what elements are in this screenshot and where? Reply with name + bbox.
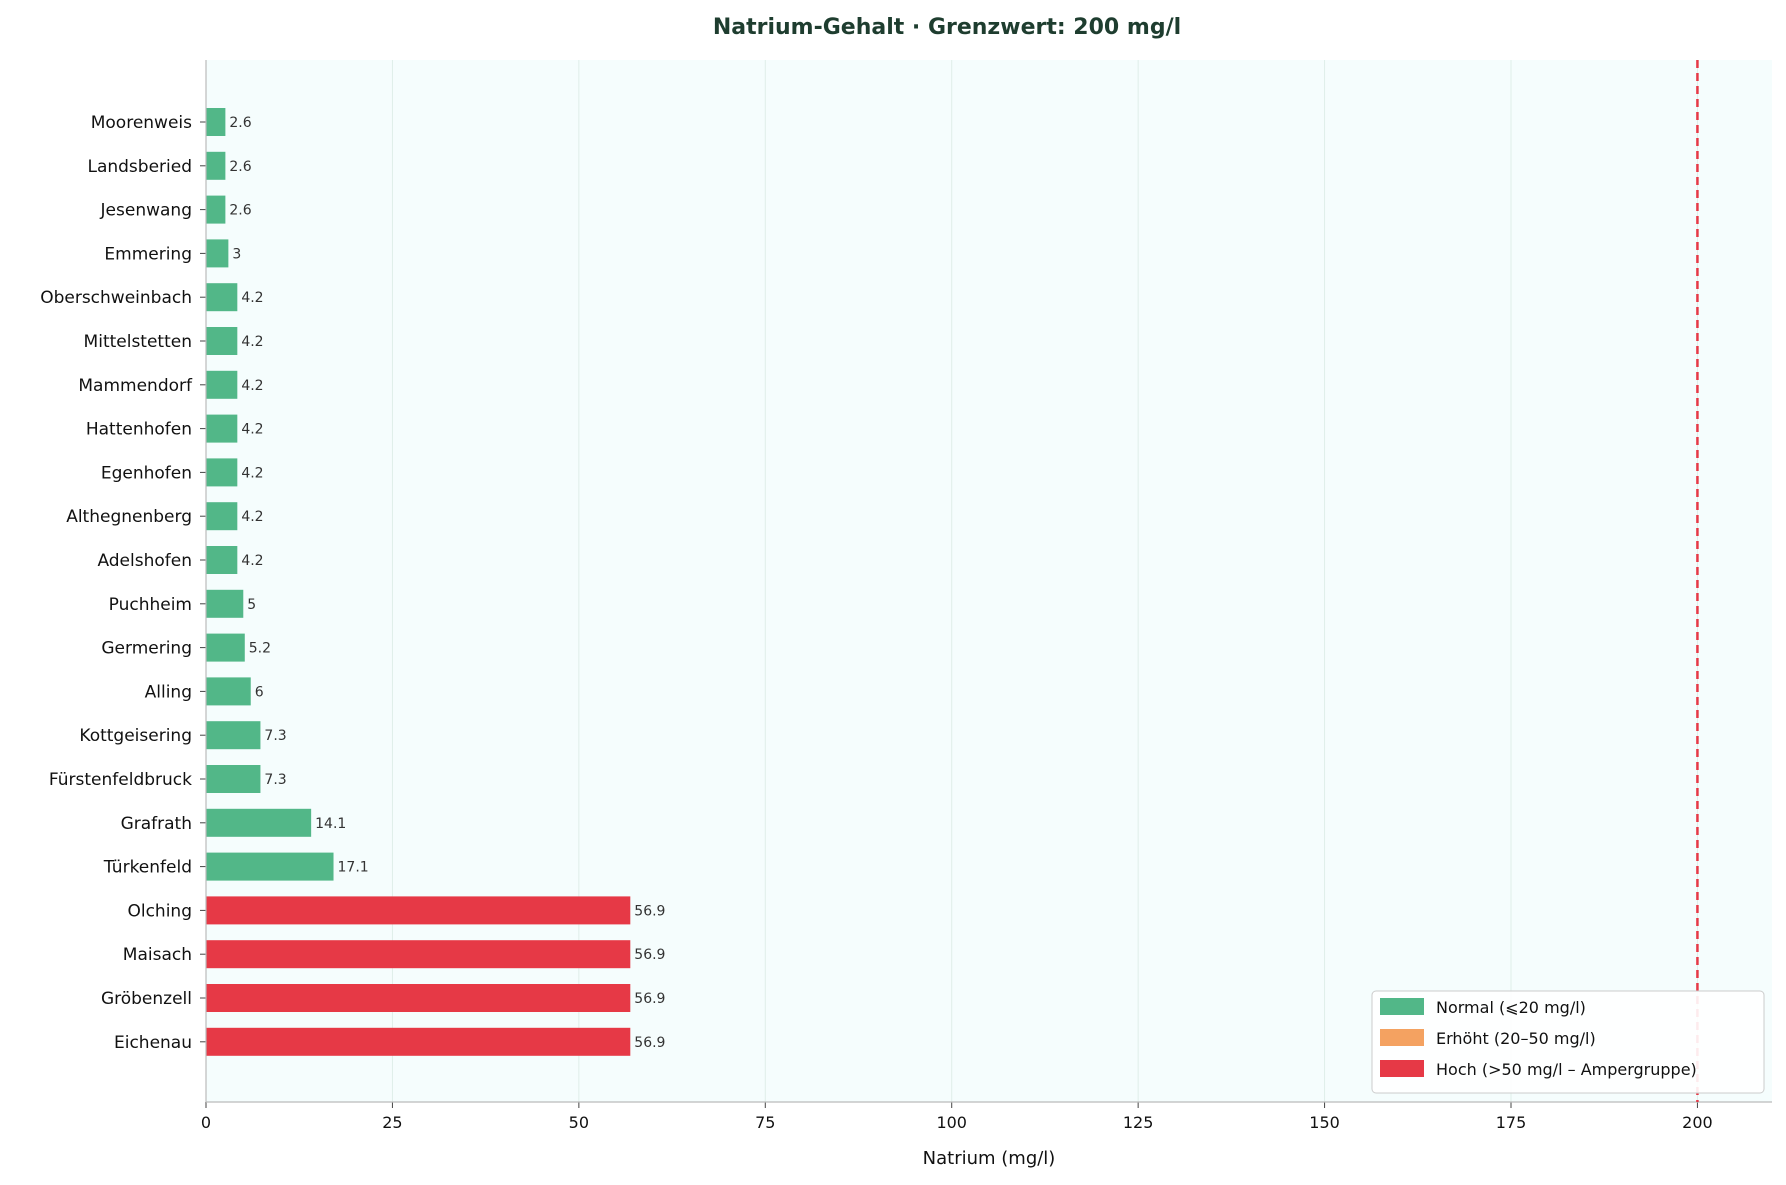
bar-value-label: 17.1 <box>338 860 369 876</box>
category-label: Eichenau <box>114 1033 192 1053</box>
bar <box>206 633 245 662</box>
bar <box>206 896 631 925</box>
x-tick-label: 25 <box>382 1113 402 1132</box>
bar <box>206 283 238 312</box>
bar-value-label: 56.9 <box>634 991 665 1007</box>
bar-value-label: 4.2 <box>241 465 263 481</box>
category-label: Fürstenfeldbruck <box>49 770 192 790</box>
bar <box>206 151 226 180</box>
legend: Normal (⩽20 mg/l) Erhöht (20–50 mg/l) Hoch… <box>1371 990 1765 1094</box>
legend-label-hoch: Hoch (>50 mg/l – Ampergruppe) <box>1436 1060 1697 1079</box>
bar <box>206 458 238 487</box>
bar-value-label: 4.2 <box>241 290 263 306</box>
bar <box>206 239 229 268</box>
x-tick-label: 125 <box>1123 1113 1154 1132</box>
legend-label-normal: Normal (⩽20 mg/l) <box>1436 998 1586 1017</box>
bar-value-label: 4.2 <box>241 378 263 394</box>
bar <box>206 414 238 443</box>
x-tick-label: 175 <box>1496 1113 1527 1132</box>
bar-value-label: 7.3 <box>264 728 286 744</box>
category-label: Alling <box>145 682 192 702</box>
category-label: Olching <box>127 901 192 921</box>
legend-swatch-hoch <box>1380 1060 1424 1077</box>
chart-title: Natrium-Gehalt · Grenzwert: 200 mg/l <box>713 15 1181 40</box>
category-label: Grafrath <box>121 814 192 834</box>
category-label: Oberschweinbach <box>40 288 192 308</box>
bar <box>206 677 251 706</box>
bars-group <box>206 108 631 1056</box>
legend-label-erhoeht: Erhöht (20–50 mg/l) <box>1436 1029 1596 1048</box>
x-tick-label: 0 <box>201 1113 211 1132</box>
category-label: Egenhofen <box>101 463 192 483</box>
category-label: Puchheim <box>109 595 192 615</box>
category-label: Maisach <box>123 945 192 965</box>
bar-value-label: 6 <box>255 684 264 700</box>
bar <box>206 765 261 793</box>
category-label: Landsberied <box>87 157 192 177</box>
bar-value-label: 56.9 <box>634 903 665 919</box>
bar <box>206 502 238 531</box>
bar-value-label: 4.2 <box>241 553 263 569</box>
category-label: Mammendorf <box>78 376 193 396</box>
bar-value-label: 4.2 <box>241 422 263 438</box>
bar-value-label: 56.9 <box>634 1035 665 1051</box>
bar <box>206 984 631 1012</box>
bar <box>206 195 226 224</box>
bar <box>206 852 334 881</box>
bar-value-label: 2.6 <box>229 159 251 175</box>
legend-box <box>1371 990 1765 1094</box>
category-label: Mittelstetten <box>84 332 192 352</box>
bar <box>206 808 312 837</box>
bar-value-label: 4.2 <box>241 509 263 525</box>
category-label: Gröbenzell <box>101 989 192 1009</box>
bar <box>206 370 238 399</box>
x-tick-label: 150 <box>1309 1113 1340 1132</box>
category-label: Türkenfeld <box>103 858 192 878</box>
category-label: Jesenwang <box>100 201 192 221</box>
bar <box>206 589 244 618</box>
bar-value-label: 4.2 <box>241 334 263 350</box>
x-tick-label: 200 <box>1682 1113 1713 1132</box>
x-tick-label: 100 <box>936 1113 967 1132</box>
bar <box>206 721 261 750</box>
bar <box>206 546 238 574</box>
value-labels-group: 2.6 2.6 2.6 3 4.2 4.2 4.2 4.2 4.2 4.2 4.2 5 5.2 6 7.3 7… <box>229 115 665 1051</box>
category-label: Adelshofen <box>97 551 192 571</box>
bar <box>206 940 631 969</box>
bar-value-label: 5.2 <box>249 641 271 657</box>
bar-value-label: 7.3 <box>264 772 286 788</box>
bar-value-label: 5 <box>247 597 256 613</box>
bar-value-label: 2.6 <box>229 115 251 131</box>
bar <box>206 327 238 355</box>
category-labels-group: Moorenweis Landsberied Jesenwang Emmering Ob… <box>40 113 206 1053</box>
category-label: Hattenhofen <box>86 420 192 440</box>
category-label: Kottgeisering <box>79 726 192 746</box>
x-tick-label: 50 <box>569 1113 589 1132</box>
category-label: Althegnenberg <box>66 507 192 527</box>
x-tick-label: 75 <box>755 1113 775 1132</box>
category-label: Germering <box>101 639 192 659</box>
bar-value-label: 3 <box>232 246 241 262</box>
bar <box>206 1027 631 1056</box>
legend-swatch-erhoeht <box>1380 1029 1424 1046</box>
x-ticks-group: 0 25 50 75 100 125 150 175 200 <box>201 1102 1713 1132</box>
bar-value-label: 2.6 <box>229 203 251 219</box>
bar-value-label: 56.9 <box>634 947 665 963</box>
legend-swatch-normal <box>1380 998 1424 1015</box>
x-axis-label: Natrium (mg/l) <box>923 1148 1056 1169</box>
bar <box>206 108 226 136</box>
category-label: Emmering <box>104 244 192 264</box>
bar-value-label: 14.1 <box>315 816 346 832</box>
category-label: Moorenweis <box>91 113 192 133</box>
